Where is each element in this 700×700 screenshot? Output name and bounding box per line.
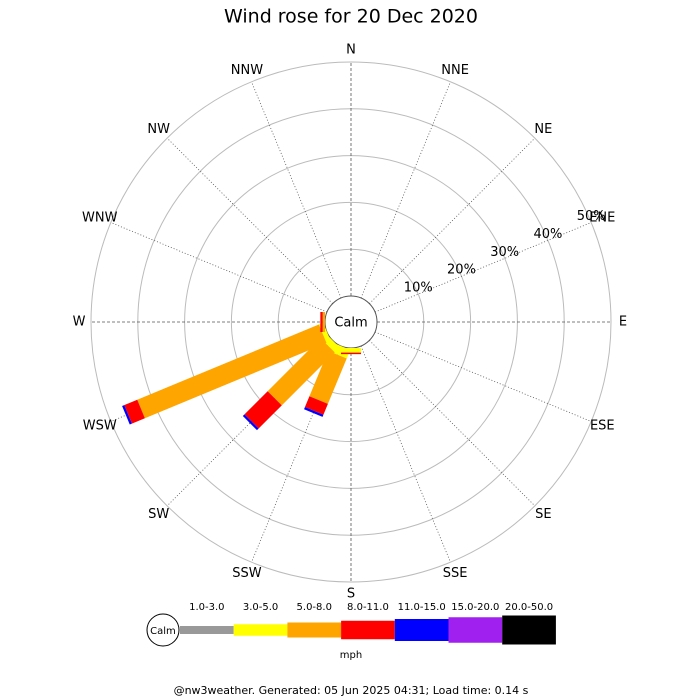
legend-calm-label: Calm [150, 626, 176, 637]
direction-label: NW [147, 122, 170, 137]
legend-label: 5.0-8.0 [297, 602, 332, 613]
rose-segment [309, 350, 347, 404]
direction-label: W [73, 315, 86, 330]
rose-segment [242, 414, 259, 431]
rose-segment [341, 352, 361, 355]
r-tick-label: 10% [404, 281, 433, 296]
r-tick-label: 30% [490, 245, 519, 260]
rose-segment [267, 338, 335, 406]
rose-segment [320, 312, 323, 332]
direction-label: ESE [590, 419, 615, 434]
legend-label: 15.0-20.0 [451, 602, 499, 613]
legend-swatch [341, 620, 395, 640]
legend-calm [146, 613, 180, 647]
legend-swatch [180, 626, 234, 634]
rose-segment [304, 396, 328, 415]
rose-segment [244, 391, 282, 429]
direction-label: SSE [443, 566, 468, 581]
legend-label: 3.0-5.0 [243, 602, 278, 613]
direction-label: NE [534, 122, 552, 137]
footer: @nw3weather. Generated: 05 Jun 2025 04:3… [174, 684, 529, 697]
spoke [369, 340, 536, 507]
direction-label: S [347, 587, 355, 602]
r-tick-label: 50% [577, 209, 606, 224]
direction-label: N [346, 43, 356, 58]
spoke [374, 331, 592, 422]
spoke [251, 81, 342, 299]
legend-label: 11.0-15.0 [398, 602, 446, 613]
direction-label: NNW [231, 63, 263, 78]
legend-label: 20.0-50.0 [505, 602, 553, 613]
legend-swatch [287, 622, 342, 638]
direction-label: SW [148, 507, 169, 522]
legend-label: 1.0-3.0 [189, 602, 224, 613]
legend-units: mph [340, 650, 362, 661]
legend-swatch [448, 617, 503, 643]
rose-segment [304, 407, 324, 417]
legend-label: 8.0-11.0 [347, 602, 389, 613]
direction-label: SSW [232, 566, 262, 581]
legend-swatch [502, 615, 556, 645]
grid-ring [230, 201, 472, 443]
rose-segment [322, 312, 325, 332]
direction-label: ENE [589, 210, 615, 225]
spoke [374, 222, 592, 313]
legend-swatch [233, 624, 288, 636]
legend-swatch [394, 619, 449, 641]
rose-segment [124, 399, 145, 424]
direction-label: NNE [441, 63, 469, 78]
direction-label: SE [535, 507, 551, 522]
spoke [360, 345, 451, 563]
direction-label: WSW [83, 419, 117, 434]
spoke [360, 81, 451, 299]
direction-label: E [619, 315, 627, 330]
rose-segment [137, 324, 327, 419]
chart-title: Wind rose for 20 Dec 2020 [224, 6, 478, 28]
r-tick-label: 40% [534, 227, 563, 242]
r-tick-label: 20% [447, 263, 476, 278]
spoke [110, 222, 328, 313]
spoke [166, 137, 333, 304]
grid-ring [90, 61, 612, 583]
direction-label: WNW [82, 210, 118, 225]
spoke [369, 137, 536, 304]
calm-label: Calm [334, 316, 367, 331]
rose-segment [122, 405, 132, 425]
